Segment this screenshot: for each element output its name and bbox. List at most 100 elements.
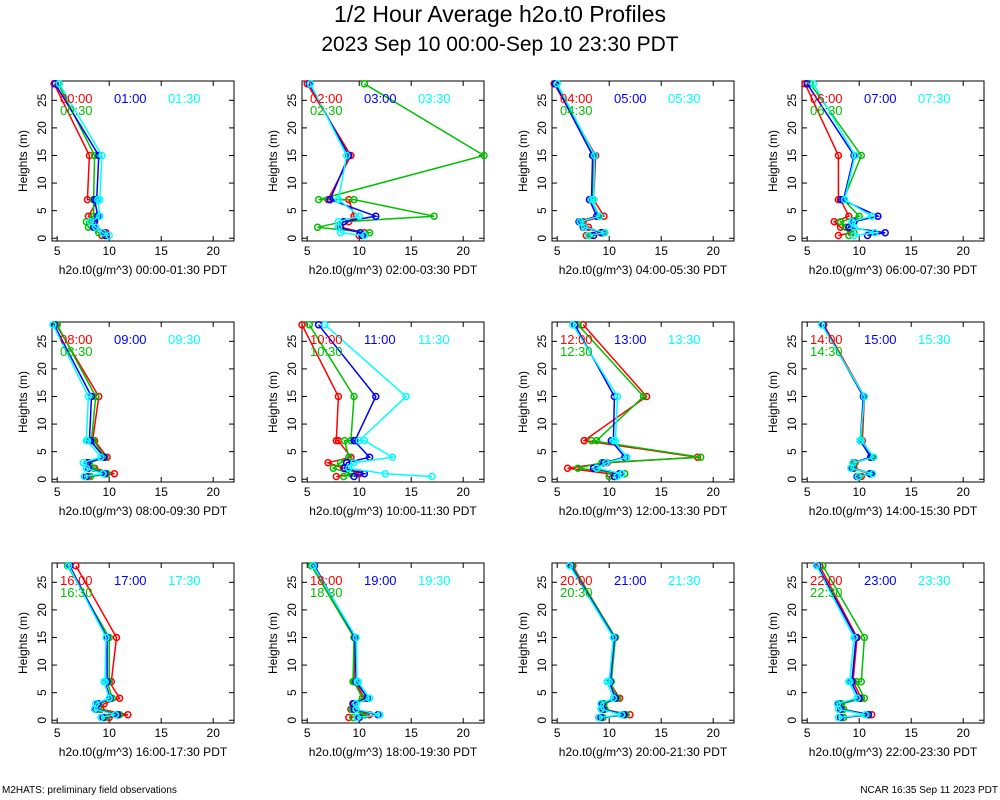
legend-entry: 19:30: [418, 573, 451, 588]
legend-entry: 07:00: [864, 91, 897, 106]
y-tick-label: 5: [535, 689, 549, 696]
data-point: [851, 151, 859, 160]
legend-entry: 11:00: [364, 332, 396, 347]
legend-entry: 12:30: [560, 344, 593, 359]
data-point: [352, 699, 360, 708]
x-axis-label: h2o.t0(g/m^3) 06:00-07:30 PDT: [809, 263, 978, 277]
legend-entry: 22:30: [810, 585, 843, 600]
x-tick-label: 5: [304, 244, 311, 258]
legend-entry: 06:30: [810, 103, 843, 118]
series-line: [804, 83, 854, 237]
y-tick-label: 20: [35, 603, 49, 617]
y-tick-label: 15: [35, 389, 49, 403]
data-point: [82, 464, 91, 472]
data-point: [112, 633, 121, 642]
data-point: [353, 713, 361, 722]
data-point: [584, 231, 593, 240]
series-line: [318, 324, 377, 478]
data-point: [639, 392, 648, 401]
x-tick-label: 15: [155, 244, 169, 258]
data-point: [91, 392, 100, 401]
y-tick-label: 25: [785, 575, 799, 589]
data-point: [860, 633, 869, 642]
y-tick-label: 15: [35, 148, 49, 162]
y-tick-label: 0: [785, 476, 799, 483]
data-point: [381, 469, 389, 478]
y-tick-label: 20: [785, 603, 799, 617]
plot-frame: [551, 80, 735, 242]
legend-entry: 01:30: [168, 91, 201, 106]
data-point: [850, 231, 858, 240]
legend-entry: 21:30: [668, 573, 701, 588]
data-point: [600, 212, 608, 220]
data-point: [868, 469, 877, 478]
data-point: [321, 321, 329, 329]
data-point: [360, 436, 369, 445]
data-point: [350, 195, 358, 204]
legend-entry: 09:30: [168, 332, 201, 347]
data-point: [617, 710, 626, 719]
y-tick-label: 15: [285, 148, 299, 162]
data-point: [834, 231, 843, 240]
data-point: [90, 151, 99, 160]
y-tick-label: 25: [285, 575, 299, 589]
data-point: [350, 392, 358, 401]
data-point: [613, 392, 622, 401]
data-point: [617, 469, 626, 478]
data-point: [111, 710, 120, 719]
series-line: [324, 324, 433, 478]
data-point: [574, 464, 582, 472]
y-tick-label: 15: [535, 389, 549, 403]
data-point: [850, 633, 858, 642]
y-tick-label: 15: [35, 630, 49, 644]
series-line: [52, 324, 104, 478]
x-tick-label: 15: [405, 726, 419, 740]
x-tick-label: 15: [905, 485, 919, 499]
data-point: [313, 223, 322, 231]
data-point: [867, 212, 876, 220]
series-line: [556, 83, 606, 237]
y-tick-label: 25: [535, 334, 549, 348]
data-point: [812, 562, 821, 570]
data-point: [329, 464, 337, 472]
y-tick-label: 15: [285, 389, 299, 403]
y-tick-label: 15: [785, 389, 799, 403]
data-point: [480, 151, 488, 160]
data-point: [553, 80, 561, 88]
x-tick-label: 20: [207, 485, 221, 499]
y-axis-label: Heights (m): [516, 130, 530, 192]
data-point: [332, 472, 341, 481]
data-point: [565, 562, 574, 570]
data-point: [98, 151, 106, 160]
data-point: [836, 217, 845, 226]
x-tick-label: 20: [207, 726, 221, 740]
data-point: [809, 80, 818, 88]
legend-entry: 10:30: [310, 344, 343, 359]
x-tick-label: 5: [804, 726, 811, 740]
data-point: [849, 458, 857, 467]
data-point: [365, 694, 374, 702]
y-tick-label: 25: [785, 93, 799, 107]
x-tick-label: 15: [655, 485, 669, 499]
legend-entry: 05:00: [614, 91, 647, 106]
y-tick-label: 0: [35, 476, 49, 483]
legend-entry: 02:00: [310, 91, 343, 106]
data-point: [589, 195, 598, 204]
x-axis-label: h2o.t0(g/m^3) 14:00-15:30 PDT: [809, 504, 978, 518]
data-point: [587, 436, 596, 445]
y-tick-label: 10: [285, 417, 299, 431]
y-tick-label: 10: [535, 658, 549, 672]
y-tick-label: 10: [285, 658, 299, 672]
y-tick-label: 20: [785, 362, 799, 376]
legend-entry: 16:30: [60, 585, 93, 600]
data-point: [97, 713, 105, 722]
y-axis-label: Heights (m): [266, 130, 280, 192]
series-line: [815, 565, 866, 719]
series-line: [67, 565, 116, 719]
data-point: [55, 80, 64, 88]
y-tick-label: 5: [785, 448, 799, 455]
y-tick-label: 10: [785, 176, 799, 190]
